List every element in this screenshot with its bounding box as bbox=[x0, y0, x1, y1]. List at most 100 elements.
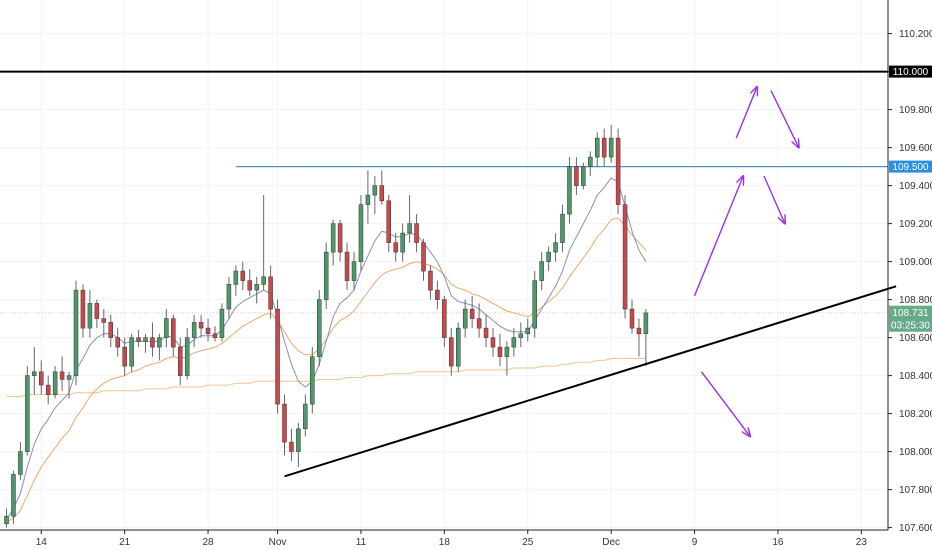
candle-body-down bbox=[483, 327, 489, 338]
candle bbox=[275, 299, 280, 414]
candle bbox=[386, 195, 391, 253]
moving-averages bbox=[6, 177, 647, 523]
candle bbox=[574, 157, 579, 196]
current-price-label: 108.731 bbox=[892, 308, 929, 319]
candle bbox=[476, 303, 482, 338]
candle bbox=[553, 233, 558, 262]
candle-body-up bbox=[462, 308, 468, 329]
candle bbox=[212, 326, 218, 342]
candle bbox=[379, 170, 385, 205]
candle-body-up bbox=[518, 333, 524, 338]
candle bbox=[73, 280, 79, 386]
candle bbox=[303, 394, 308, 437]
level-110-tag-label: 110.000 bbox=[893, 67, 929, 78]
candle-body-down bbox=[476, 318, 482, 329]
candle-body-down bbox=[615, 137, 621, 205]
candle-body-up bbox=[581, 166, 586, 186]
candle-body-up bbox=[226, 284, 232, 310]
candle bbox=[400, 223, 405, 262]
candle bbox=[66, 371, 72, 399]
candle bbox=[115, 328, 120, 357]
time-axis[interactable]: 14 21 28 Nov 11 18 25 Dec 9 16 23 bbox=[0, 529, 888, 548]
drawing-annotations[interactable] bbox=[284, 87, 897, 478]
time-tick-label: 9 bbox=[692, 537, 698, 548]
candle bbox=[184, 328, 190, 380]
time-tick-label: 11 bbox=[356, 537, 367, 548]
projection-arrow bbox=[693, 176, 744, 297]
candle-body-up bbox=[546, 251, 551, 262]
candle-body-down bbox=[212, 333, 218, 338]
candle bbox=[164, 309, 169, 348]
candle-body-down bbox=[414, 223, 419, 243]
candle-body-down bbox=[94, 303, 100, 319]
candle bbox=[511, 328, 517, 357]
candle bbox=[337, 219, 343, 262]
candle bbox=[198, 314, 204, 338]
candle bbox=[226, 276, 232, 319]
candle-body-up bbox=[143, 337, 148, 342]
candle-body-down bbox=[601, 137, 607, 158]
price-tick-label: 108.600 bbox=[899, 333, 932, 344]
candle bbox=[129, 333, 134, 372]
candle-body-down bbox=[574, 166, 579, 186]
candle-body-up bbox=[456, 327, 461, 367]
candle bbox=[247, 269, 252, 296]
candle bbox=[504, 341, 510, 376]
candle-body-up bbox=[567, 166, 572, 215]
price-axis[interactable]: 107.600 107.800 108.000 108.200 108.400 108.6… bbox=[887, 0, 932, 534]
candle bbox=[191, 314, 197, 348]
candle-body-down bbox=[247, 280, 252, 291]
countdown-label: 03:25:30 bbox=[891, 321, 930, 332]
candle bbox=[296, 423, 301, 467]
candle bbox=[11, 470, 16, 524]
candle-body-up bbox=[310, 356, 315, 405]
price-tick-label: 107.800 bbox=[899, 485, 932, 496]
candle bbox=[80, 284, 86, 338]
candle-body-up bbox=[330, 223, 336, 253]
candle bbox=[205, 318, 211, 342]
candle-body-up bbox=[358, 204, 364, 262]
candle-body-down bbox=[386, 200, 391, 243]
candle bbox=[122, 337, 127, 376]
candle-body-up bbox=[4, 515, 9, 525]
candle bbox=[428, 265, 433, 300]
projection-arrow bbox=[770, 90, 799, 148]
candles bbox=[4, 124, 649, 528]
candle bbox=[636, 318, 642, 357]
price-tags: 110.000 109.500 108.731 03:25:30 bbox=[889, 65, 932, 332]
candle bbox=[330, 219, 336, 266]
candle bbox=[310, 347, 315, 414]
candle bbox=[323, 242, 329, 310]
candle-body-down bbox=[240, 270, 246, 281]
price-tick-label: 109.800 bbox=[899, 105, 932, 116]
price-tick-label: 109.000 bbox=[899, 257, 932, 268]
ascending-trendline bbox=[284, 285, 897, 478]
candle-body-down bbox=[622, 204, 628, 310]
candle bbox=[532, 271, 537, 338]
candle-body-up bbox=[323, 251, 329, 300]
candle-body-down bbox=[108, 322, 113, 338]
candle bbox=[219, 303, 225, 342]
candle-body-up bbox=[372, 185, 378, 196]
resistance-tag: 109.500 bbox=[889, 160, 932, 173]
candle bbox=[595, 132, 600, 167]
candle-body-down bbox=[435, 289, 440, 300]
candle bbox=[25, 366, 30, 456]
candle-body-down bbox=[268, 276, 273, 310]
candle-body-up bbox=[504, 346, 510, 357]
candle bbox=[442, 295, 447, 348]
candle-body-up bbox=[254, 284, 259, 291]
price-tick-label: 107.600 bbox=[899, 523, 932, 534]
candle-body-down bbox=[636, 327, 642, 335]
current-price-tag: 108.731 03:25:30 bbox=[889, 305, 932, 332]
candle bbox=[157, 333, 162, 361]
candle-body-down bbox=[469, 308, 475, 319]
candle-body-down bbox=[115, 337, 120, 348]
candle-body-down bbox=[337, 223, 343, 253]
candle bbox=[87, 290, 93, 338]
time-tick-label: 18 bbox=[439, 537, 451, 548]
candle bbox=[254, 276, 259, 304]
candle bbox=[435, 280, 440, 310]
